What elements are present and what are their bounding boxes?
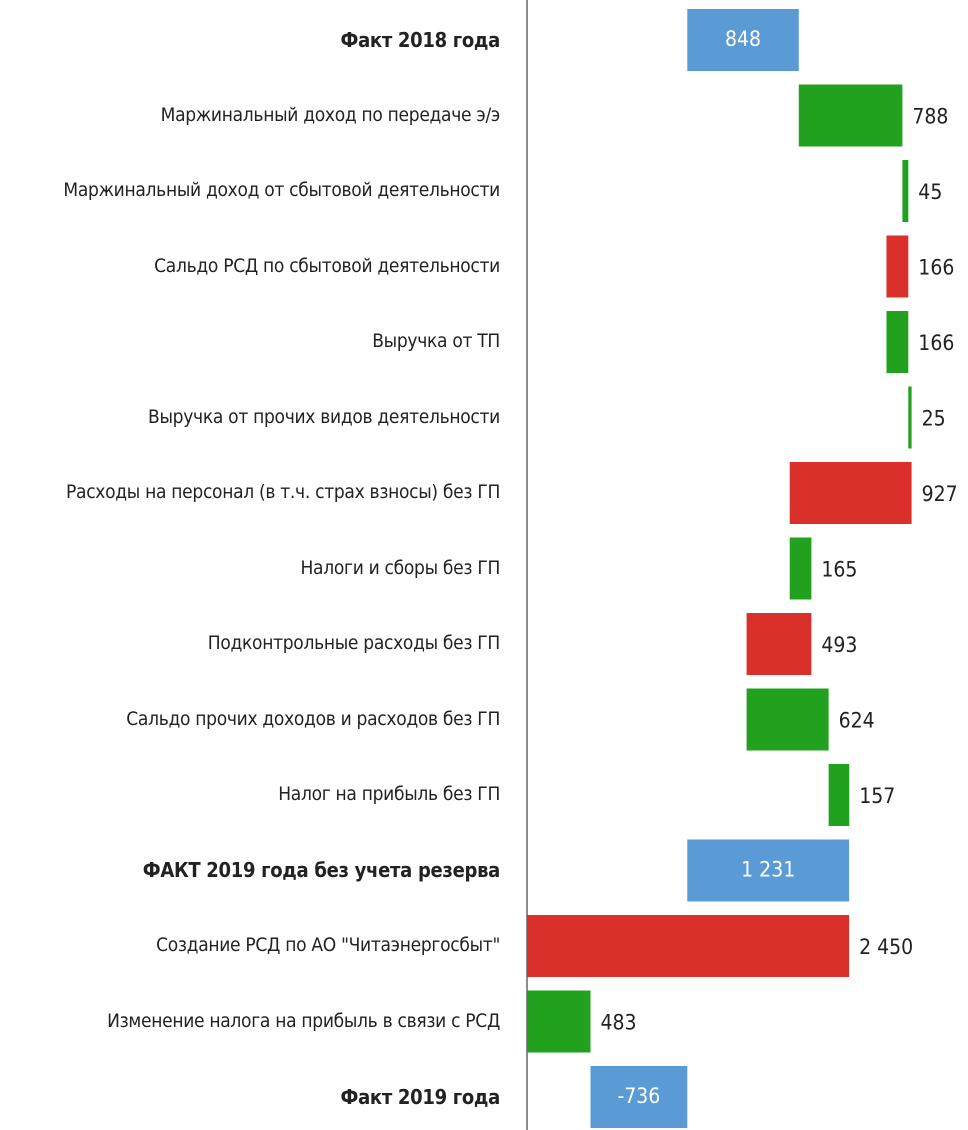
category-label: Факт 2018 года	[340, 3, 501, 78]
value-label: 927	[922, 482, 958, 506]
value-label: 157	[859, 784, 895, 808]
category-label: Маржинальный доход от сбытовой деятельно…	[63, 154, 500, 229]
bar	[746, 613, 812, 675]
category-text: Расходы на персонал (в т.ч. страх взносы…	[66, 481, 500, 504]
bar	[789, 462, 912, 524]
category-label: Выручка от ТП	[372, 305, 500, 380]
category-label: Факт 2019 года	[340, 1060, 501, 1130]
value-label: 848	[725, 27, 761, 51]
value-label: 624	[839, 709, 875, 733]
category-text: Выручка от ТП	[372, 330, 500, 353]
bar	[886, 235, 909, 298]
bar	[886, 311, 909, 373]
category-text: Изменение налога на прибыль в связи с РС…	[107, 1009, 500, 1032]
value-label: 165	[821, 558, 857, 582]
category-text: Маржинальный доход от сбытовой деятельно…	[63, 179, 500, 202]
category-label: Налоги и сборы без ГП	[301, 531, 501, 606]
category-label: Налог на прибыль без ГП	[278, 758, 500, 833]
category-label: Создание РСД по АО "Читаэнергосбыт"	[156, 909, 500, 984]
category-label: Сальдо прочих доходов и расходов без ГП	[126, 682, 500, 757]
category-text: Налог на прибыль без ГП	[278, 783, 500, 806]
bar	[908, 386, 912, 449]
value-label: -736	[617, 1084, 660, 1108]
bar	[527, 915, 850, 977]
value-label: 25	[922, 407, 946, 431]
category-text: Создание РСД по АО "Читаэнергосбыт"	[156, 934, 500, 957]
category-text: Факт 2018 года	[340, 27, 501, 52]
bar	[902, 160, 909, 222]
category-label: Маржинальный доход по передаче э/э	[160, 78, 501, 153]
bar	[590, 1066, 688, 1128]
value-label: 483	[601, 1011, 637, 1035]
category-label: Сальдо РСД по сбытовой деятельности	[154, 229, 500, 304]
category-text: Выручка от прочих видов деятельности	[148, 405, 500, 428]
category-text: Факт 2019 года	[340, 1084, 501, 1109]
category-label: Изменение налога на прибыль в связи с РС…	[107, 984, 500, 1059]
category-text: Маржинальный доход по передаче э/э	[160, 103, 501, 126]
value-label: 2 450	[859, 935, 913, 959]
category-text: Подконтрольные расходы без ГП	[207, 632, 501, 655]
category-text: Налоги и сборы без ГП	[300, 556, 501, 579]
category-label: ФАКТ 2019 года без учета резерва	[142, 833, 501, 908]
category-label: Подконтрольные расходы без ГП	[207, 607, 501, 682]
category-label: Расходы на персонал (в т.ч. страх взносы…	[66, 456, 500, 531]
category-text: Сальдо РСД по сбытовой деятельности	[154, 254, 500, 277]
category-text: ФАКТ 2019 года без учета резерва	[142, 858, 501, 882]
category-text: Сальдо прочих доходов и расходов без ГП	[126, 707, 500, 730]
value-label: 166	[918, 331, 954, 355]
bar	[789, 537, 812, 600]
value-label: 493	[821, 633, 857, 657]
bar	[828, 764, 850, 826]
bar	[798, 84, 903, 147]
value-label: 166	[918, 256, 954, 280]
value-label: 45	[918, 180, 942, 204]
bar	[527, 990, 591, 1053]
category-label: Выручка от прочих видов деятельности	[148, 380, 500, 455]
bar	[746, 688, 829, 751]
bar	[687, 839, 850, 902]
bar	[687, 9, 799, 71]
value-label: 1 231	[741, 858, 795, 882]
value-label: 788	[912, 105, 948, 129]
